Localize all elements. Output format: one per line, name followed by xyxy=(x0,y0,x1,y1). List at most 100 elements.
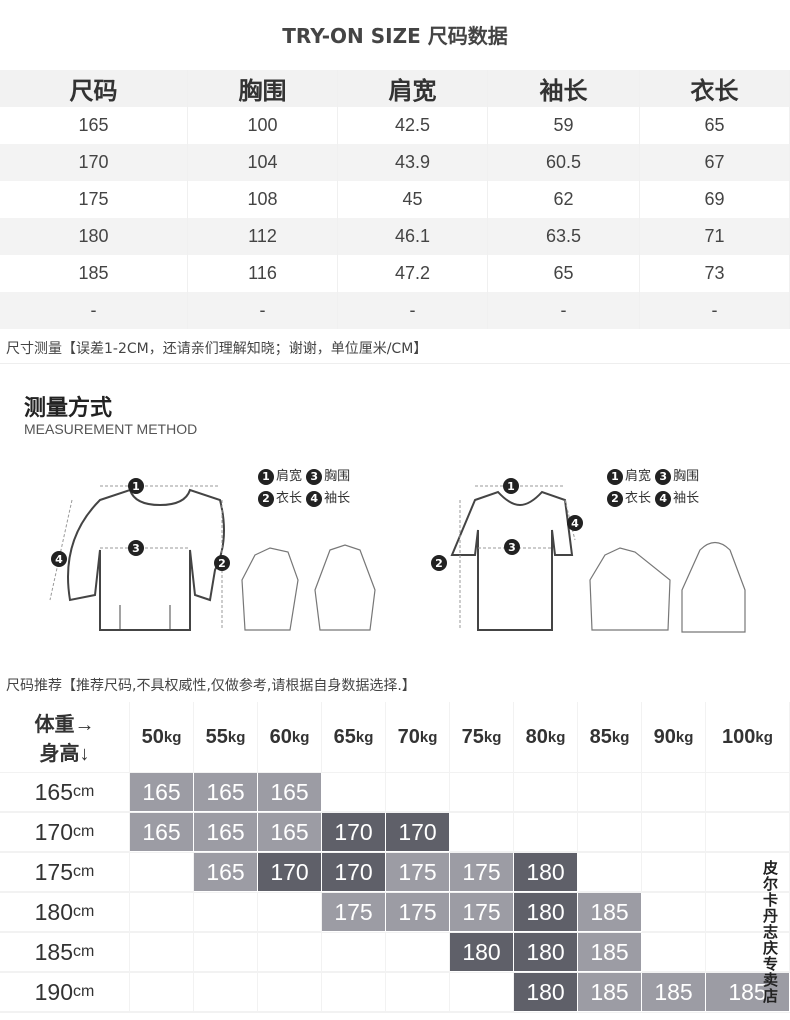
empty-cell xyxy=(706,773,790,812)
recommended-size-cell: 185 xyxy=(578,893,642,932)
empty-cell xyxy=(578,813,642,852)
table-cell: 袖长 xyxy=(488,70,640,107)
divider xyxy=(0,363,790,364)
recommended-size-cell: 165 xyxy=(194,773,258,812)
table-cell: - xyxy=(0,292,188,329)
table-cell: 45 xyxy=(338,181,488,218)
recommended-size-cell: 185 xyxy=(578,933,642,972)
height-row: 190 cm 180 185 185 185 xyxy=(0,973,790,1013)
table-cell: - xyxy=(640,292,790,329)
recommended-size-cell: 185 xyxy=(578,973,642,1012)
weight-header: 55 kg xyxy=(194,702,258,772)
table-cell: 62 xyxy=(488,181,640,218)
height-row: 180 cm 175 175 175 180 185 xyxy=(0,893,790,933)
empty-cell xyxy=(194,933,258,972)
height-row: 165 cm 165 165 165 xyxy=(0,773,790,813)
recommended-size-cell: 165 xyxy=(194,853,258,892)
recommended-size-cell: 175 xyxy=(322,893,386,932)
table-cell: 116 xyxy=(188,255,338,292)
weight-header: 80 kg xyxy=(514,702,578,772)
table-cell: 100 xyxy=(188,107,338,144)
mark-2: 2 xyxy=(435,557,443,570)
empty-cell xyxy=(386,933,450,972)
table-cell: 胸围 xyxy=(188,70,338,107)
empty-cell xyxy=(386,973,450,1012)
table-cell: - xyxy=(338,292,488,329)
tshirt-measurement-diagram: 1 2 3 4 xyxy=(431,478,746,633)
empty-cell xyxy=(386,773,450,812)
weight-header: 60 kg xyxy=(258,702,322,772)
height-label: 175 cm xyxy=(0,853,130,892)
empty-cell xyxy=(130,933,194,972)
height-label: 185 cm xyxy=(0,933,130,972)
table-row: 175 108 45 62 69 xyxy=(0,181,790,218)
table-cell: 71 xyxy=(640,218,790,255)
recommended-size-cell: 165 xyxy=(194,813,258,852)
empty-cell xyxy=(322,973,386,1012)
weight-header: 85 kg xyxy=(578,702,642,772)
weight-header: 75 kg xyxy=(450,702,514,772)
recommended-size-cell: 170 xyxy=(258,853,322,892)
recommend-note: 尺码推荐【推荐尺码,不具权威性,仅做参考,请根据自身数据选择.】 xyxy=(6,678,416,694)
empty-cell xyxy=(642,933,706,972)
table-cell: 180 xyxy=(0,218,188,255)
table-cell: - xyxy=(188,292,338,329)
table-cell: 165 xyxy=(0,107,188,144)
recommended-size-cell: 170 xyxy=(322,853,386,892)
weight-header: 100 kg xyxy=(706,702,790,772)
table-row: 180 112 46.1 63.5 71 xyxy=(0,218,790,255)
empty-cell xyxy=(578,853,642,892)
table-cell: 65 xyxy=(640,107,790,144)
sweater-measurement-diagram: 1 2 3 4 xyxy=(49,478,376,631)
recommended-size-cell: 165 xyxy=(258,813,322,852)
measurement-note: 尺寸测量【误差1-2CM，还请亲们理解知晓；谢谢，单位厘米/CM】 xyxy=(6,341,428,357)
table-cell: - xyxy=(488,292,640,329)
weight-header: 70 kg xyxy=(386,702,450,772)
table-cell: 69 xyxy=(640,181,790,218)
height-label: 180 cm xyxy=(0,893,130,932)
legend-left: 1 肩宽 3 胸围 2 衣长 4 袖长 xyxy=(258,466,350,510)
empty-cell xyxy=(642,813,706,852)
size-recommendation-table: 体重→ 身高↓ 50 kg 55 kg 60 kg 65 kg 70 kg 75 kg 80 kg 85 kg 90… xyxy=(0,702,790,1013)
recommended-size-cell: 170 xyxy=(386,813,450,852)
recommended-size-cell: 175 xyxy=(450,853,514,892)
recommended-size-cell: 185 xyxy=(642,973,706,1012)
recommended-size-cell: 185 xyxy=(706,973,790,1012)
empty-cell xyxy=(450,773,514,812)
table-cell: 112 xyxy=(188,218,338,255)
weight-header-row: 体重→ 身高↓ 50 kg 55 kg 60 kg 65 kg 70 kg 75 kg 80 kg 85 kg 90… xyxy=(0,702,790,773)
table-row: 185 116 47.2 65 73 xyxy=(0,255,790,292)
mark-4: 4 xyxy=(571,517,579,530)
table-cell: 59 xyxy=(488,107,640,144)
height-row: 170 cm 165 165 165 170 170 xyxy=(0,813,790,853)
method-title: 测量方式 xyxy=(24,396,113,421)
empty-cell xyxy=(322,773,386,812)
recommended-size-cell: 165 xyxy=(258,773,322,812)
empty-cell xyxy=(642,853,706,892)
table-cell: 肩宽 xyxy=(338,70,488,107)
table-cell: 67 xyxy=(640,144,790,181)
empty-cell xyxy=(706,813,790,852)
mark-2: 2 xyxy=(218,557,226,570)
legend-right: 1 肩宽 3 胸围 2 衣长 4 袖长 xyxy=(607,466,699,510)
table-cell: 108 xyxy=(188,181,338,218)
empty-cell xyxy=(322,933,386,972)
empty-cell xyxy=(642,773,706,812)
mark-1: 1 xyxy=(507,480,515,493)
height-label: 190 cm xyxy=(0,973,130,1012)
recommended-size-cell: 180 xyxy=(450,933,514,972)
table-cell: 175 xyxy=(0,181,188,218)
table-row: 170 104 43.9 60.5 67 xyxy=(0,144,790,181)
empty-cell xyxy=(450,973,514,1012)
empty-cell xyxy=(130,893,194,932)
table-cell: 60.5 xyxy=(488,144,640,181)
empty-cell xyxy=(194,893,258,932)
page-title: TRY-ON SIZE 尺码数据 xyxy=(282,24,508,48)
empty-cell xyxy=(642,893,706,932)
table-cell: 170 xyxy=(0,144,188,181)
height-row: 185 cm 180 180 185 xyxy=(0,933,790,973)
method-subtitle: MEASUREMENT METHOD xyxy=(24,421,198,437)
table-cell: 73 xyxy=(640,255,790,292)
store-watermark: 皮尔卡丹志庆专卖店 xyxy=(761,860,779,1004)
mark-4: 4 xyxy=(55,553,63,566)
